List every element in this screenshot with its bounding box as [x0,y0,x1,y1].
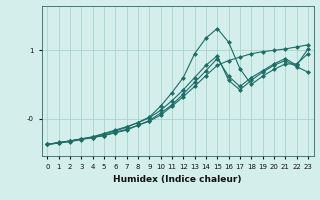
X-axis label: Humidex (Indice chaleur): Humidex (Indice chaleur) [113,175,242,184]
